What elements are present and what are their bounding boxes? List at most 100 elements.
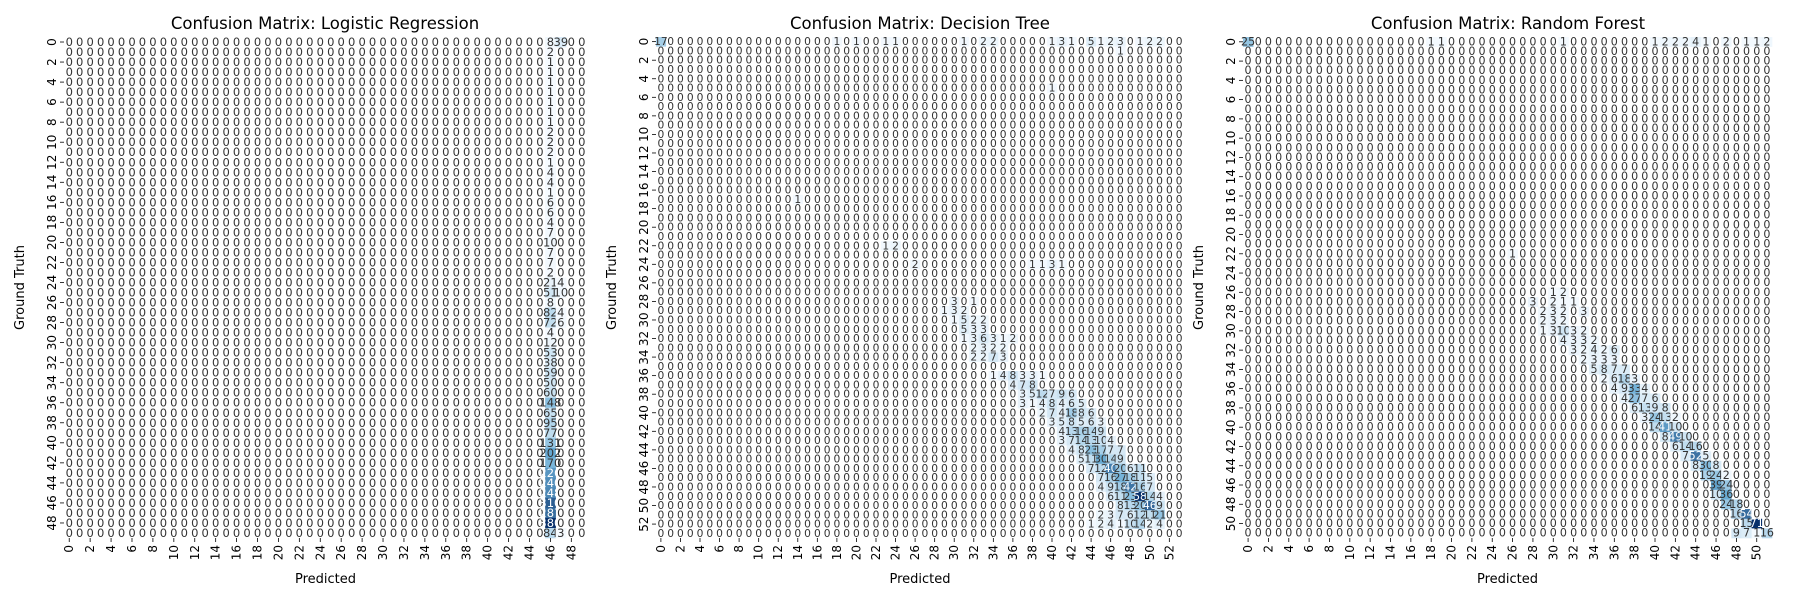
cell-value-label: 0 <box>254 526 261 540</box>
heatmap-cell <box>545 77 556 88</box>
cell-value-label: 0 <box>264 125 271 139</box>
cell-value-label: 0 <box>379 55 386 69</box>
cell-value-label: 0 <box>536 225 543 239</box>
cell-value-label: 0 <box>107 85 114 99</box>
cell-value-label: 0 <box>181 306 188 320</box>
cell-value-label: 0 <box>243 275 250 289</box>
cell-value-label: 0 <box>400 155 407 169</box>
cell-value-label: 0 <box>254 296 261 310</box>
cell-value-label: 0 <box>76 155 83 169</box>
cell-value-label: 0 <box>400 296 407 310</box>
cell-value-label: 0 <box>149 165 156 179</box>
cell-value-label: 0 <box>568 245 575 259</box>
y-tick-label: 40 <box>45 435 59 450</box>
heatmap-cell <box>545 177 556 188</box>
cell-value-label: 0 <box>494 526 501 540</box>
cell-value-label: 0 <box>348 35 355 49</box>
cell-value-label: 0 <box>212 215 219 229</box>
cell-value-label: 0 <box>369 55 376 69</box>
cell-value-label: 0 <box>86 245 93 259</box>
cell-value-label: 0 <box>181 145 188 159</box>
cell-value-label: 0 <box>557 145 564 159</box>
cell-value-label: 0 <box>317 145 324 159</box>
cell-value-label: 0 <box>285 306 292 320</box>
cell-value-label: 0 <box>578 115 585 129</box>
cell-value-label: 0 <box>97 296 104 310</box>
cell-value-label: 0 <box>557 185 564 199</box>
cell-value-label: 0 <box>494 145 501 159</box>
cell-value-label: 0 <box>285 296 292 310</box>
cell-value-label: 0 <box>379 165 386 179</box>
cell-value-label: 0 <box>66 255 73 269</box>
cell-value-label: 0 <box>170 245 177 259</box>
cell-value-label: 0 <box>160 235 167 249</box>
cell-value-label: 0 <box>202 45 209 59</box>
cell-value-label: 0 <box>379 125 386 139</box>
cell-value-label: 0 <box>358 526 365 540</box>
cell-value-label: 0 <box>327 115 334 129</box>
cell-value-label: 0 <box>118 95 125 109</box>
cell-value-label: 0 <box>222 245 229 259</box>
cell-value-label: 0 <box>348 115 355 129</box>
cell-value-label: 0 <box>275 286 282 300</box>
cell-value-label: 0 <box>86 65 93 79</box>
cell-value-label: 0 <box>327 35 334 49</box>
cell-value-label: 0 <box>515 235 522 249</box>
cell-value-label: 0 <box>107 526 114 540</box>
x-tick-label: 6 <box>125 545 139 553</box>
cell-value-label: 0 <box>411 155 418 169</box>
cell-value-label: 0 <box>453 135 460 149</box>
x-tick-label: 32 <box>397 545 411 560</box>
cell-value-label: 0 <box>327 85 334 99</box>
heatmap-cell <box>545 127 556 138</box>
cell-value-label: 0 <box>139 105 146 119</box>
cell-value-label: 0 <box>379 135 386 149</box>
cell-value-label: 0 <box>432 115 439 129</box>
cell-value-label: 0 <box>453 195 460 209</box>
cell-value-label: 0 <box>107 205 114 219</box>
cell-value-label: 0 <box>264 155 271 169</box>
cell-value-label: 0 <box>505 275 512 289</box>
cell-value-label: 0 <box>160 35 167 49</box>
cell-value-label: 0 <box>578 225 585 239</box>
cell-value-label: 0 <box>222 35 229 49</box>
cell-value-label: 0 <box>338 195 345 209</box>
cell-value-label: 0 <box>526 275 533 289</box>
cell-value-label: 0 <box>243 215 250 229</box>
cell-value-label: 0 <box>505 255 512 269</box>
cell-value-label: 0 <box>160 306 167 320</box>
cell-value-label: 0 <box>568 286 575 300</box>
cell-value-label: 8 <box>547 296 554 310</box>
heatmap-cell <box>545 217 556 228</box>
cell-value-label: 0 <box>191 155 198 169</box>
cell-value-label: 0 <box>149 45 156 59</box>
cell-value-label: 0 <box>86 45 93 59</box>
cell-value-label: 0 <box>191 225 198 239</box>
cell-value-label: 0 <box>442 75 449 89</box>
cell-value-label: 0 <box>348 75 355 89</box>
cell-value-label: 0 <box>202 235 209 249</box>
cell-value-label: 1 <box>547 75 554 89</box>
cell-value-label: 6 <box>547 205 554 219</box>
cell-value-label: 0 <box>264 255 271 269</box>
cell-value-label: 0 <box>222 155 229 169</box>
cell-value-label: 0 <box>139 65 146 79</box>
cell-value-label: 0 <box>411 235 418 249</box>
cell-value-label: 0 <box>222 215 229 229</box>
cell-value-label: 0 <box>212 245 219 259</box>
cell-value-label: 3 <box>557 526 564 540</box>
cell-value-label: 0 <box>296 275 303 289</box>
cell-value-label: 0 <box>160 225 167 239</box>
cell-value-label: 0 <box>369 155 376 169</box>
cell-value-label: 0 <box>515 35 522 49</box>
cell-value-label: 0 <box>327 275 334 289</box>
cell-value-label: 0 <box>453 55 460 69</box>
cell-value-label: 0 <box>358 185 365 199</box>
cell-value-label: 0 <box>442 145 449 159</box>
cell-value-label: 0 <box>107 316 114 330</box>
cell-value-label: 0 <box>390 255 397 269</box>
cell-value-label: 0 <box>526 155 533 169</box>
cell-value-label: 0 <box>442 245 449 259</box>
cell-value-label: 0 <box>379 235 386 249</box>
cell-value-label: 0 <box>243 526 250 540</box>
